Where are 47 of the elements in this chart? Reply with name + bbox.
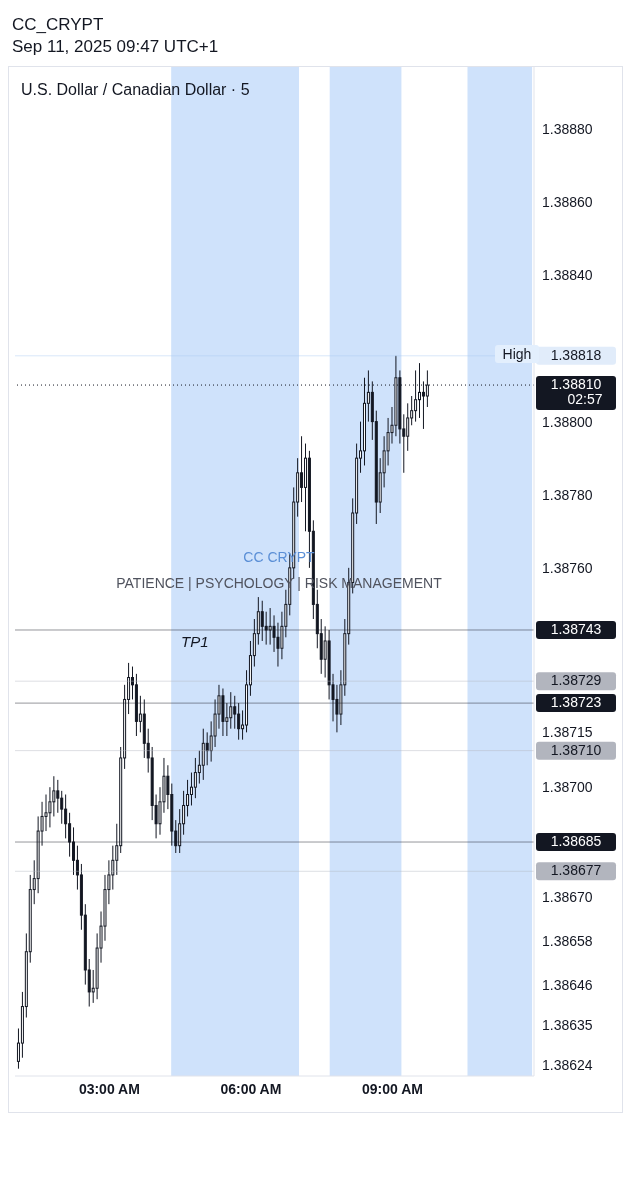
candlestick [205, 731, 209, 766]
x-tick-label: 06:00 AM [220, 1080, 282, 1097]
candlestick [237, 702, 241, 741]
y-tick-label: 1.38646 [542, 976, 593, 993]
candlestick [233, 695, 237, 730]
y-tick-label: 1.38624 [542, 1057, 593, 1073]
candlestick [60, 790, 64, 825]
ref-line-label: 1.38810 [550, 376, 602, 393]
ref-line-label: 1.38729 [550, 672, 602, 689]
annotation: TP1 [181, 633, 209, 650]
candlestick [300, 435, 304, 503]
annotation: U.S. Dollar / Canadian Dollar · 5 [21, 81, 250, 99]
text: 02:57 [566, 391, 604, 407]
annotation: High [495, 345, 539, 363]
y-tick-label: 1.38635 [542, 1016, 593, 1033]
candlestick [264, 611, 268, 646]
y-tick-label: 1.38670 [542, 888, 593, 905]
chart-title: CC_CRYPT [12, 14, 105, 36]
candlestick [68, 812, 72, 858]
candlestick [189, 772, 193, 806]
candlestick [193, 757, 197, 799]
candlestick [406, 402, 410, 452]
y-tick-label: 1.38715 [542, 724, 593, 741]
y-tick-label: 1.38780 [542, 486, 593, 503]
y-tick-label: 1.38658 [542, 932, 593, 949]
candlestick [64, 794, 68, 839]
candlestick [56, 779, 60, 814]
ref-line-label: 1.38685 [550, 833, 602, 850]
y-tick-label: 1.38840 [542, 267, 593, 284]
x-tick-label: 03:00 AM [78, 1080, 140, 1097]
y-tick-label: 1.38700 [542, 779, 593, 796]
y-tick-label: 1.38760 [542, 559, 593, 576]
candlestick [72, 826, 76, 876]
y-tick-label: 1.38880 [542, 121, 593, 138]
candlestick [178, 808, 182, 854]
ref-line-label: 1.38743 [550, 620, 602, 637]
ref-line-label: 1.38710 [550, 741, 602, 758]
candlestick [201, 728, 205, 781]
y-tick-label: 1.38800 [542, 413, 593, 430]
x-tick-label: 09:00 AM [361, 1080, 423, 1097]
ref-line-label: 1.38723 [550, 694, 602, 711]
chart-subtitle: Sep 11, 2025 09:47 UTC+1 [12, 36, 220, 58]
ref-line-label: 1.38677 [550, 862, 602, 879]
candlestick [260, 600, 264, 642]
y-tick-label: 1.38860 [542, 194, 593, 211]
candlestick [268, 607, 272, 646]
ref-line-label: 1.38818 [550, 346, 602, 363]
